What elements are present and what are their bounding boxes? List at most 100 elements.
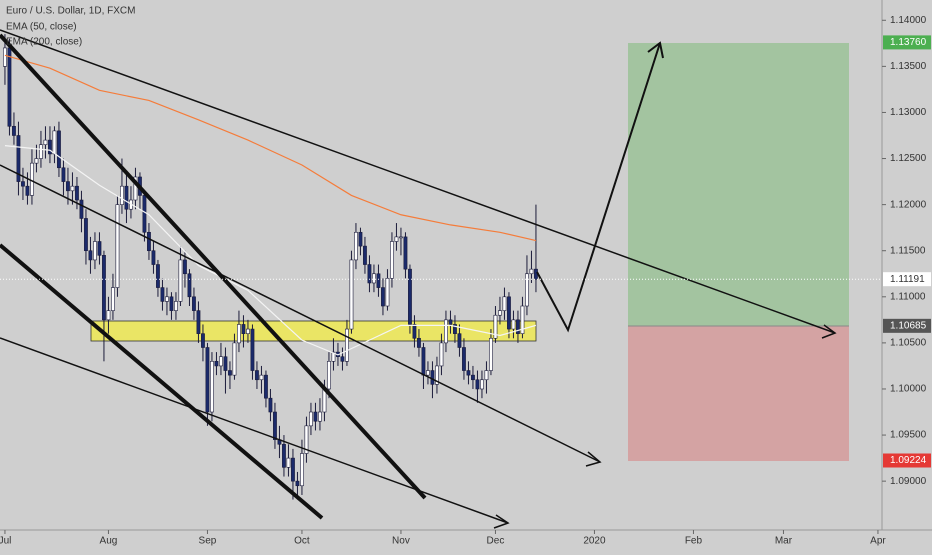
price-label: 1.11191 (890, 274, 925, 285)
x-tick-label: 2020 (583, 536, 606, 547)
candle-body (169, 296, 174, 311)
candle-body (102, 255, 106, 321)
candle-body (390, 241, 394, 279)
candle-body (174, 301, 178, 311)
candle-body (264, 374, 268, 399)
candle-body (502, 296, 507, 311)
candle-body (21, 181, 25, 187)
candle-body (381, 287, 385, 307)
candle-body (439, 342, 444, 367)
candle-body (106, 310, 111, 321)
candle-body (327, 361, 331, 390)
candle-body (43, 139, 48, 146)
candle-body (466, 370, 471, 376)
candle-body (88, 250, 93, 261)
candle-body (331, 351, 336, 362)
candle-body (93, 241, 97, 261)
candle-body (192, 296, 196, 311)
candle-body (30, 162, 34, 196)
candle-body (70, 185, 75, 192)
candle-body (345, 328, 349, 362)
ema-line (4, 54, 537, 242)
candle-body (147, 231, 151, 252)
trendline (0, 243, 324, 520)
candle-body (97, 241, 102, 256)
candle-body (376, 273, 381, 288)
candle-body (205, 347, 210, 413)
candle-body (273, 411, 277, 440)
price-label: 1.10685 (890, 320, 927, 331)
candle-body (520, 305, 525, 334)
candle-body (255, 370, 259, 381)
ema-line (4, 145, 537, 356)
x-tick-label: Sep (199, 536, 217, 547)
candle-body (39, 144, 43, 159)
y-tick-label: 1.09000 (890, 476, 927, 487)
candle-body (124, 185, 129, 210)
legend-entry: EMA (200, close) (6, 37, 82, 48)
price-label: 1.13760 (890, 37, 927, 48)
candle-body (462, 347, 466, 371)
candle-body (282, 443, 286, 468)
y-tick-label: 1.13000 (890, 107, 927, 118)
x-tick-label: Feb (685, 536, 703, 547)
candle-body (228, 370, 232, 376)
candle-body (75, 185, 79, 201)
candle-body (16, 135, 21, 182)
x-tick-label: Dec (487, 536, 505, 547)
trendline (0, 337, 509, 524)
profit-zone (628, 43, 849, 326)
candle-body (412, 324, 417, 339)
x-tick-label: Aug (100, 536, 118, 547)
x-tick-label: Jul (0, 536, 11, 547)
candle-body (304, 425, 309, 454)
candle-body (151, 250, 156, 265)
y-tick-label: 1.13500 (890, 61, 927, 72)
candle-body (34, 158, 39, 164)
candle-body (300, 453, 304, 487)
candle-body (484, 370, 489, 381)
candle-body (48, 139, 52, 155)
x-tick-label: Nov (392, 536, 410, 547)
candle-body (453, 324, 457, 334)
candle-body (399, 236, 403, 239)
candle-body (372, 273, 376, 284)
candle-body (340, 356, 345, 362)
candle-body (358, 231, 363, 247)
candle-body (196, 310, 201, 334)
candle-body (142, 195, 147, 233)
x-tick-label: Oct (294, 536, 310, 547)
price-label-box (883, 272, 931, 287)
candle-body (25, 185, 30, 196)
candle-body (430, 370, 435, 385)
candle-body (408, 268, 412, 325)
candle-body (367, 264, 372, 284)
y-tick-label: 1.10000 (890, 384, 927, 395)
y-tick-label: 1.11500 (890, 245, 926, 256)
candle-body (475, 379, 480, 390)
arrow-head (493, 514, 510, 529)
candle-body (435, 365, 439, 385)
price-label-box (883, 35, 931, 50)
candle-body (426, 370, 430, 376)
candle-body (394, 236, 399, 242)
arrow-head (821, 324, 837, 339)
candle-body (268, 397, 273, 413)
y-tick-label: 1.11000 (890, 291, 926, 302)
candle-body (471, 374, 475, 381)
candle-body (448, 319, 453, 325)
candle-body (525, 273, 529, 307)
candle-body (66, 181, 70, 192)
candle-body (250, 328, 255, 371)
arrow-head (585, 451, 602, 467)
candle-body (511, 319, 516, 330)
price-label: 1.09224 (890, 455, 927, 466)
arrow-head (647, 41, 664, 59)
candle-body (52, 130, 57, 155)
x-tick-label: Mar (775, 536, 793, 547)
candle-body (295, 480, 300, 487)
loss-zone (628, 326, 849, 461)
candle-body (480, 379, 484, 390)
